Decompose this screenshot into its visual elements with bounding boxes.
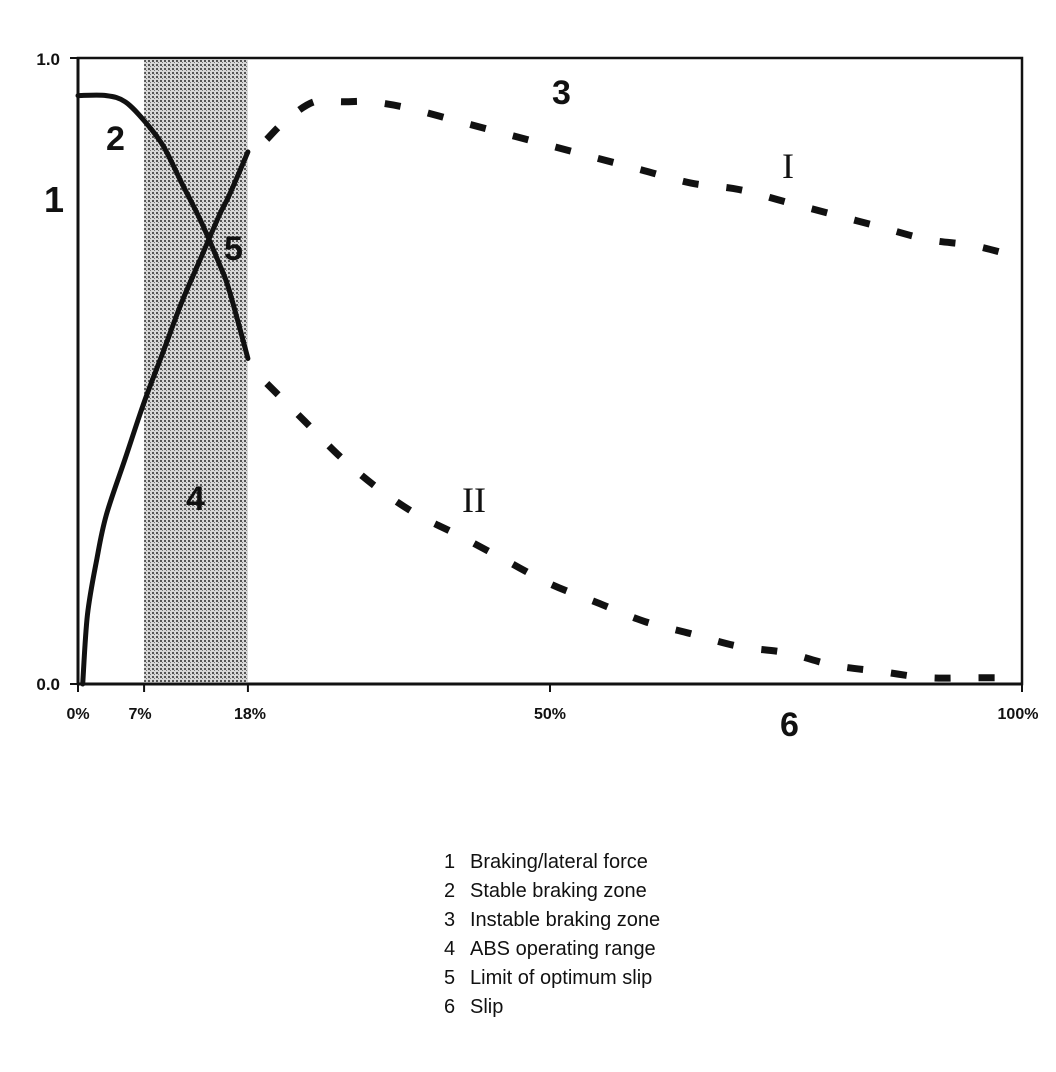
x-tick-label-0: 0% (66, 706, 89, 723)
legend-item-number: 5 (444, 967, 456, 989)
series-I-stable-line (80, 149, 251, 687)
series-I-unstable-line (264, 96, 1023, 262)
legend-item: 4 ABS operating range (444, 935, 660, 964)
legend-item-text: ABS operating range (470, 938, 656, 960)
callout-4: 4 (186, 480, 205, 518)
legend-item-number: 2 (444, 880, 456, 902)
legend-item-text: Limit of optimum slip (470, 967, 653, 989)
legend-item-number: 1 (444, 851, 456, 873)
series-label-I: I (782, 146, 794, 186)
legend-item-text: Slip (470, 996, 504, 1018)
callout-6: 6 (780, 706, 799, 744)
legend-item: 2 Stable braking zone (444, 877, 660, 906)
legend-item-number: 3 (444, 909, 456, 931)
legend-item: 5 Limit of optimum slip (444, 964, 660, 993)
legend-item-number: 6 (444, 996, 456, 1018)
callout-3: 3 (552, 74, 571, 112)
x-tick-label-7: 7% (128, 706, 151, 723)
y-tick-label-top: 1.0 (36, 50, 60, 69)
legend-item-number: 4 (444, 938, 456, 960)
legend-item: 1 Braking/lateral force (444, 848, 660, 877)
legend-item: 6 Slip (444, 993, 660, 1022)
callout-5: 5 (224, 230, 243, 268)
legend-item-text: Braking/lateral force (470, 851, 648, 873)
x-tick-label-18: 18% (234, 706, 266, 723)
series-label-II: II (462, 480, 486, 520)
callout-1: 1 (44, 179, 64, 220)
legend-item-text: Instable braking zone (470, 909, 661, 931)
y-tick-label-bottom: 0.0 (36, 675, 60, 694)
series-II-stable-line (75, 92, 251, 361)
callout-2: 2 (106, 120, 125, 158)
legend-item: 3 Instable braking zone (444, 906, 660, 935)
series-II-unstable-line (264, 381, 1022, 682)
abs-range-shade (144, 60, 248, 682)
x-tick-label-100: 100% (998, 706, 1039, 723)
legend: 1 Braking/lateral force 2 Stable braking z… (444, 848, 660, 1022)
x-tick-label-50: 50% (534, 706, 566, 723)
legend-item-text: Stable braking zone (470, 880, 647, 902)
